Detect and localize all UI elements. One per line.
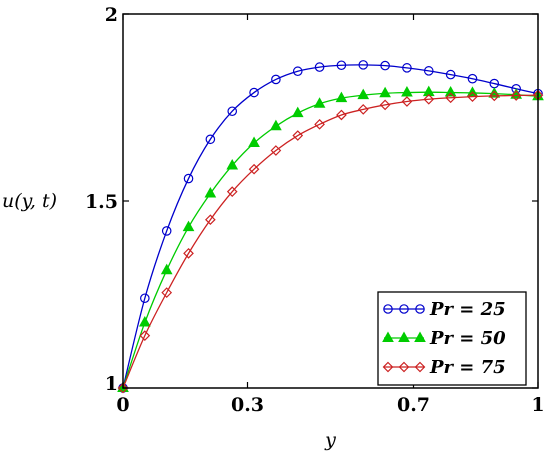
series-1-point: [467, 73, 478, 84]
series-1-point: [402, 63, 412, 73]
series-3-point: [467, 91, 478, 103]
series-3-point: [161, 287, 173, 298]
series-2-point: [226, 158, 239, 170]
series-1-point: [292, 66, 303, 77]
series-1-point: [249, 87, 259, 98]
series-3-point: [336, 109, 347, 121]
series-1-point: [183, 173, 194, 184]
series-3-point: [292, 130, 304, 141]
legend-label: Pr = 75: [429, 357, 506, 378]
series-3-point: [183, 248, 194, 259]
series-3-point: [488, 90, 500, 102]
series-1-point: [423, 66, 434, 76]
series-3-point: [248, 163, 260, 175]
series-3-point: [139, 330, 151, 341]
legend-entry: Pr = 75: [382, 357, 506, 378]
series-1-point: [161, 226, 172, 236]
x-tick-label: 1: [531, 394, 544, 416]
y-tick-label: 1.5: [85, 191, 118, 213]
legend-label: Pr = 50: [429, 328, 506, 349]
legend: Pr = 25 Pr = 50 Pr = 75: [377, 291, 527, 386]
labels-layer: 0 0.3 0.7 1 1 1.5 2 y u(y, t): [2, 4, 545, 451]
series-3-point: [270, 145, 282, 156]
series-2-point: [444, 86, 457, 97]
series-3-point: [401, 96, 413, 107]
legend-marker: [398, 361, 410, 373]
series-3-point: [379, 99, 391, 111]
series-2-point: [488, 87, 501, 98]
series-2-point: [182, 220, 195, 232]
series-3-point: [445, 92, 456, 104]
series-3-point: [510, 90, 522, 101]
y-tick-label: 2: [105, 4, 118, 26]
series-1-point: [227, 106, 238, 117]
legend-marker: [415, 304, 425, 314]
x-tick-label: 0.7: [397, 394, 430, 416]
legend-entry: Pr = 25: [383, 299, 506, 320]
series-2-point: [270, 119, 282, 131]
legend-marker: [399, 304, 409, 314]
plot-layer: [117, 60, 544, 394]
series-3-point: [423, 93, 435, 105]
legend-marker: [414, 331, 426, 342]
legend-marker: [398, 331, 410, 342]
series-3-point: [314, 118, 325, 130]
series-2-point: [204, 186, 217, 198]
x-tick-label: 0: [116, 394, 129, 416]
series-1-point: [205, 134, 216, 145]
series-1-point: [271, 74, 281, 85]
series-2-point: [335, 91, 348, 103]
series-2-point: [422, 85, 435, 97]
series-2-point: [379, 86, 391, 98]
series-2-point: [248, 136, 260, 148]
series-1-point: [314, 62, 325, 72]
series-1-point: [445, 69, 456, 80]
series-3: [117, 89, 544, 394]
legend-marker: [383, 304, 393, 314]
series-1-line: [122, 64, 539, 389]
series-2-point: [138, 316, 151, 327]
legend-marker: [414, 361, 426, 373]
series-3-point: [226, 186, 238, 197]
series-3-point: [117, 382, 129, 394]
x-tick-label: 0.3: [231, 394, 264, 416]
series-3-point: [205, 214, 216, 226]
series-2-point: [401, 86, 413, 97]
series-1-point: [358, 60, 369, 70]
y-tick-label: 1: [105, 373, 118, 395]
series-2-point: [291, 106, 304, 118]
series-1-point: [336, 60, 347, 71]
legend-label: Pr = 25: [429, 299, 506, 320]
y-axis-label: u(y, t): [2, 190, 57, 212]
series-2-point: [313, 97, 326, 108]
series-1-point: [380, 60, 390, 71]
series-3-point: [357, 104, 369, 115]
series-1: [118, 60, 543, 393]
series-2-point: [357, 88, 370, 100]
series-2-point: [160, 263, 173, 275]
legend-marker: [382, 361, 394, 373]
series-1-point: [140, 293, 150, 304]
legend-marker: [382, 331, 394, 342]
x-axis-label: y: [324, 429, 336, 451]
legend-entry: Pr = 50: [382, 328, 506, 349]
